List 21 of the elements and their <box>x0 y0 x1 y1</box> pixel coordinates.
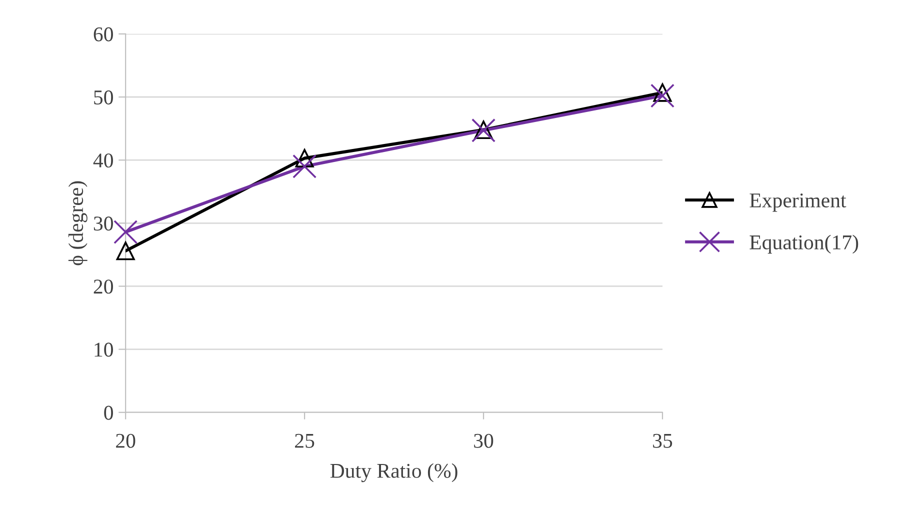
point <box>292 154 317 178</box>
point <box>650 84 674 108</box>
x-tick-label: 25 <box>295 434 314 448</box>
y-axis-title: ϕ (degree) <box>68 181 88 266</box>
x-tick-label: 30 <box>474 434 494 448</box>
y-tick-label: 10 <box>94 342 113 357</box>
y-tick-label: 0 <box>104 406 113 420</box>
y-tick-label: 50 <box>94 90 113 104</box>
y-tick-label: 40 <box>93 153 113 168</box>
legend-label: Experiment <box>750 193 846 212</box>
x-tick-label: 35 <box>653 434 672 448</box>
point <box>114 220 138 244</box>
y-tick-label: 60 <box>94 27 113 42</box>
y-tick-label: 20 <box>94 280 113 294</box>
y-tick-label: 30 <box>94 216 113 231</box>
point <box>295 148 314 168</box>
legend-label: Equation(17) <box>750 234 858 254</box>
x-axis-title: Duty Ratio (%) <box>330 463 458 482</box>
point <box>653 83 672 102</box>
point <box>116 242 135 260</box>
x-tick-label: 20 <box>116 434 136 448</box>
